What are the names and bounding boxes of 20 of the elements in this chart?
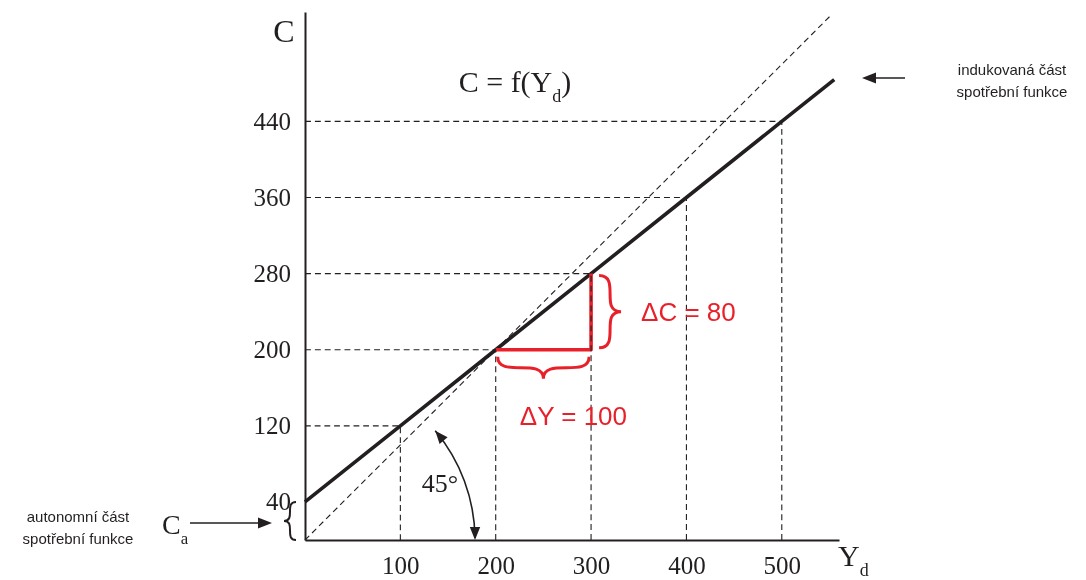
y-tick-label: 200 bbox=[253, 336, 291, 364]
x-tick-label: 500 bbox=[763, 551, 802, 579]
annotation: ΔC = 80 bbox=[641, 296, 736, 327]
y-tick-label: 120 bbox=[253, 412, 291, 440]
text: C$_{a}$ bbox=[162, 509, 189, 548]
annotation: 45° bbox=[421, 469, 459, 498]
y-tick-label: 360 bbox=[253, 184, 291, 212]
y-tick-label: 40 bbox=[266, 488, 291, 516]
text: indukovaná část spotřební funkce bbox=[956, 61, 1068, 100]
x-axis-title: Y$_{d}$ bbox=[838, 539, 869, 580]
annotation: ΔY = 100 bbox=[519, 400, 628, 431]
annotation: C = f(Y$_{d}$) bbox=[458, 65, 572, 106]
x-tick-label: 200 bbox=[477, 551, 515, 579]
y-tick-label: 280 bbox=[253, 260, 291, 288]
x-tick-label: 100 bbox=[382, 551, 420, 579]
y-tick-label: 440 bbox=[253, 107, 291, 135]
x-tick-label: 300 bbox=[572, 551, 611, 579]
x-tick-label: 400 bbox=[668, 551, 706, 579]
text: autonomní část spotřební funkce bbox=[22, 508, 134, 547]
y-axis-title: C bbox=[273, 13, 295, 49]
